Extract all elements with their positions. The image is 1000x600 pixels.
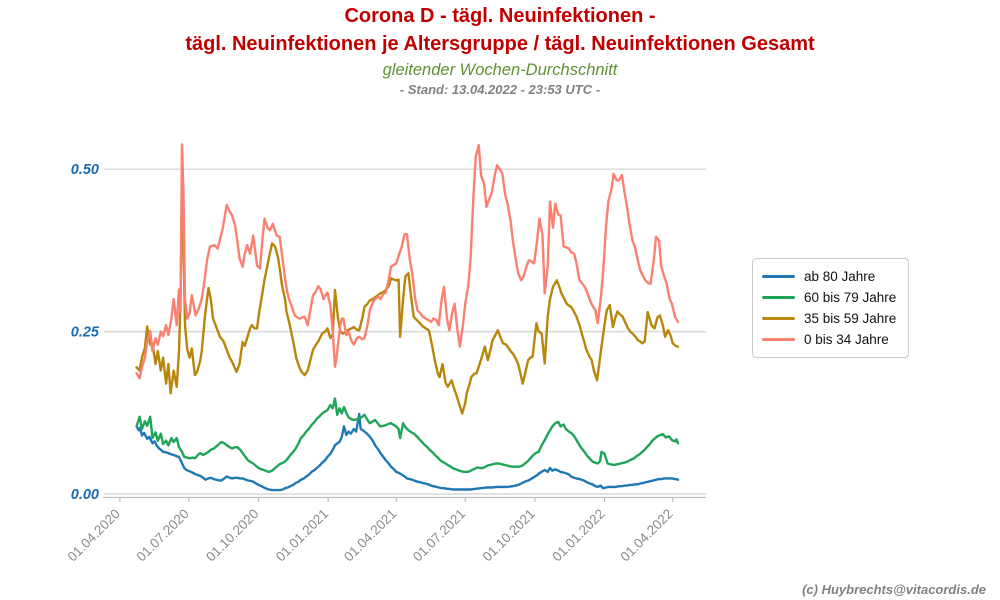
y-tick-label: 0.25 [71, 325, 100, 341]
series-line-ab-80-jahre [135, 412, 680, 492]
copyright-credit: (c) Huybrechts@vitacordis.de [802, 582, 986, 597]
x-tick-label: 01.10.2020 [203, 506, 261, 564]
legend: ab 80 Jahre 60 bis 79 Jahre 35 bis 59 Ja… [752, 258, 910, 358]
series-line-0-bis-34-jahre [135, 143, 680, 380]
series-line-60-bis-79-jahre [135, 397, 680, 474]
legend-item-60-79: 60 bis 79 Jahre [762, 287, 896, 308]
y-tick-label: 0.50 [71, 162, 99, 178]
legend-line-swatch [762, 338, 795, 341]
legend-label: 60 bis 79 Jahre [804, 290, 897, 305]
legend-line-swatch [762, 317, 795, 320]
legend-item-0-34: 0 bis 34 Jahre [762, 329, 896, 350]
x-tick-label: 01.04.2020 [65, 506, 123, 564]
chart-subtitle: gleitender Wochen-Durchschnitt [382, 61, 618, 79]
x-tick-label: 01.04.2022 [617, 506, 675, 564]
legend-label: ab 80 Jahre [804, 269, 876, 284]
x-tick-label: 01.07.2021 [410, 506, 468, 564]
legend-item-ab-80: ab 80 Jahre [762, 266, 896, 287]
x-tick-label: 01.07.2020 [134, 506, 192, 564]
legend-label: 0 bis 34 Jahre [804, 332, 889, 347]
data-timestamp: - Stand: 13.04.2022 - 23:53 UTC - [399, 82, 601, 97]
chart-header: Corona D - tägl. Neuinfektionen - tägl. … [0, 2, 1000, 98]
title-line-1: Corona D - tägl. Neuinfektionen - [344, 5, 656, 27]
series-line-35-bis-59-jahre [135, 185, 680, 415]
legend-label: 35 bis 59 Jahre [804, 311, 897, 326]
legend-item-35-59: 35 bis 59 Jahre [762, 308, 896, 329]
x-tick-label: 01.10.2021 [480, 506, 538, 564]
legend-line-swatch [762, 275, 795, 278]
title-line-2: tägl. Neuinfektionen je Altersgruppe / t… [185, 33, 815, 55]
legend-line-swatch [762, 296, 795, 299]
page-title: Corona D - tägl. Neuinfektionen - tägl. … [0, 2, 1000, 58]
y-tick-label: 0.00 [71, 487, 99, 503]
x-tick-label: 01.01.2022 [549, 506, 607, 564]
x-tick-label: 01.01.2021 [273, 506, 331, 564]
x-tick-label: 01.04.2021 [341, 506, 399, 564]
